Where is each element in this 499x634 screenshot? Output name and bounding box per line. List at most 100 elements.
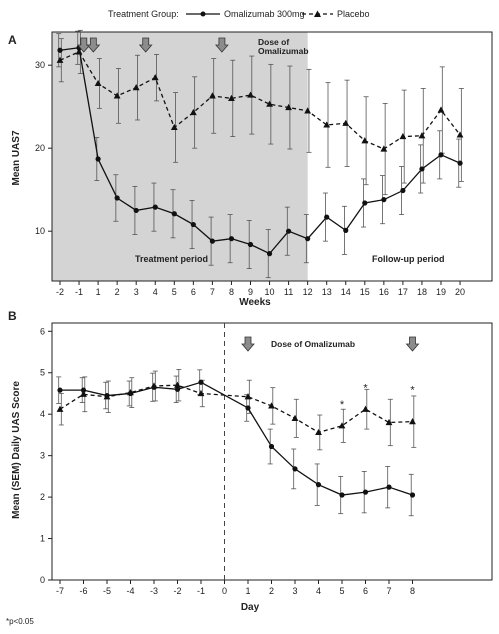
series-line-placebo xyxy=(59,51,461,150)
dose-arrow-icon-0 xyxy=(76,37,91,53)
series-line-omalizumab-300mg xyxy=(59,47,461,255)
point-omalizumab-300mg-5 xyxy=(174,386,181,392)
x-tick-label-11: 11 xyxy=(284,287,293,297)
panel-b-label: B xyxy=(8,309,17,323)
legend-label-placebo: Placebo xyxy=(337,9,370,19)
x-tick-label-2: 2 xyxy=(269,586,274,596)
panel-b-series-lines xyxy=(59,381,413,496)
x-tick-label-16: 16 xyxy=(379,287,389,297)
x-tick-label-4: 4 xyxy=(316,586,321,596)
point-placebo-2 xyxy=(94,79,102,87)
point-omalizumab-300mg-2 xyxy=(95,156,101,162)
point-omalizumab-300mg-19 xyxy=(419,166,425,172)
point-placebo-6 xyxy=(197,389,205,397)
point-omalizumab-300mg-5 xyxy=(152,204,158,210)
y-tick-label-6: 6 xyxy=(40,326,45,336)
point-placebo-13 xyxy=(385,418,393,426)
point-omalizumab-300mg-18 xyxy=(400,187,406,194)
x-tick-label-17: 17 xyxy=(398,287,408,297)
legend-label-omalizumab: Omalizumab 300mg xyxy=(224,9,305,19)
legend: Treatment Group: Omalizumab 300mg Placeb… xyxy=(108,9,370,19)
panel-b-x-ticks: -7 -6 -5 -4 -3 -2 -1 0 1 2 3 4 5 6 7 8 xyxy=(56,580,415,596)
panel-b-error-bars xyxy=(56,369,417,517)
y-tick-label-1: 1 xyxy=(40,534,45,544)
dose-arrow-icon-0 xyxy=(241,336,255,352)
point-omalizumab-300mg-11 xyxy=(339,492,345,498)
x-tick-label-6: 6 xyxy=(191,287,196,297)
point-placebo-15 xyxy=(342,119,350,126)
dose-arrow-icon-1 xyxy=(405,336,420,352)
point-placebo-7 xyxy=(244,393,252,400)
panel-a-y-axis-label: Mean UAS7 xyxy=(11,130,22,185)
x-tick-label-1: 1 xyxy=(245,586,250,596)
point-omalizumab-300mg-12 xyxy=(362,489,369,495)
x-tick-label--1: -1 xyxy=(75,287,83,297)
point-placebo-1 xyxy=(80,390,87,397)
x-tick-label-18: 18 xyxy=(417,287,427,297)
point-omalizumab-300mg-3 xyxy=(114,195,120,201)
point-omalizumab-300mg-10 xyxy=(315,482,322,488)
point-placebo-19 xyxy=(418,132,426,139)
panel-b-y-axis-label: Mean (SEM) Daily UAS Score xyxy=(11,381,22,519)
x-tick-label-7: 7 xyxy=(386,586,391,596)
x-tick-label--1: -1 xyxy=(197,586,205,596)
x-tick-label--7: -7 xyxy=(56,586,64,596)
y-tick-label-2: 2 xyxy=(40,492,45,502)
panel-a-dose-arrows xyxy=(76,37,229,53)
panel-a-label: A xyxy=(8,33,17,47)
panel-a-x-axis-label: Weeks xyxy=(239,297,271,308)
y-tick-label-4: 4 xyxy=(40,409,45,419)
point-placebo-7 xyxy=(189,108,197,116)
series-line-placebo xyxy=(59,384,413,434)
x-tick-label-15: 15 xyxy=(360,287,370,297)
point-omalizumab-300mg-20 xyxy=(438,152,444,158)
legend-heading: Treatment Group: xyxy=(108,9,179,19)
series-line-omalizumab-300mg xyxy=(60,381,413,496)
x-tick-label-13: 13 xyxy=(322,287,332,297)
y-tick-label-0: 0 xyxy=(40,575,45,585)
dose-arrow-icon-3 xyxy=(215,37,229,53)
panel-b-dose-annotation: Dose of Omalizumab xyxy=(271,339,355,349)
x-tick-label-4: 4 xyxy=(153,287,158,297)
point-placebo-12 xyxy=(285,103,292,111)
x-tick-label-10: 10 xyxy=(265,287,275,297)
point-omalizumab-300mg-15 xyxy=(343,227,349,233)
y-tick-label-30: 30 xyxy=(35,60,45,70)
x-tick-label--4: -4 xyxy=(126,586,134,596)
significance-asterisk-1: * xyxy=(363,382,368,394)
x-tick-label--2: -2 xyxy=(173,586,181,596)
point-placebo-4 xyxy=(132,84,140,91)
point-placebo-0 xyxy=(56,56,64,63)
y-tick-label-3: 3 xyxy=(40,451,45,461)
point-omalizumab-300mg-7 xyxy=(245,405,251,411)
panel-a-series-lines xyxy=(59,47,461,255)
legend-marker-omalizumab xyxy=(200,11,206,17)
panel-b-dose-arrows xyxy=(241,336,420,352)
point-placebo-17 xyxy=(380,145,388,152)
x-tick-label-2: 2 xyxy=(115,287,120,297)
point-placebo-5 xyxy=(151,74,159,81)
point-placebo-9 xyxy=(228,94,235,101)
point-omalizumab-300mg-12 xyxy=(286,228,292,234)
point-placebo-14 xyxy=(323,121,331,128)
panel-a-y-ticks: 10 20 30 xyxy=(35,60,52,236)
point-placebo-16 xyxy=(361,137,369,144)
x-tick-label--6: -6 xyxy=(79,586,87,596)
footnote: *p<0.05 xyxy=(6,617,34,626)
panel-b-plot-frame xyxy=(51,322,493,581)
x-tick-label-3: 3 xyxy=(292,586,297,596)
point-omalizumab-300mg-14 xyxy=(409,492,416,498)
dose-arrow-icon-1 xyxy=(86,37,101,53)
point-placebo-6 xyxy=(170,123,178,131)
point-placebo-5 xyxy=(174,381,181,388)
point-omalizumab-300mg-9 xyxy=(292,466,298,472)
x-tick-label--3: -3 xyxy=(150,586,158,596)
point-placebo-3 xyxy=(113,92,121,99)
significance-asterisk-2: * xyxy=(410,384,415,396)
x-tick-label-19: 19 xyxy=(436,287,446,297)
x-tick-label-7: 7 xyxy=(210,287,215,297)
point-omalizumab-300mg-1 xyxy=(80,387,87,393)
point-placebo-11 xyxy=(266,100,273,107)
x-tick-label--2: -2 xyxy=(56,287,64,297)
